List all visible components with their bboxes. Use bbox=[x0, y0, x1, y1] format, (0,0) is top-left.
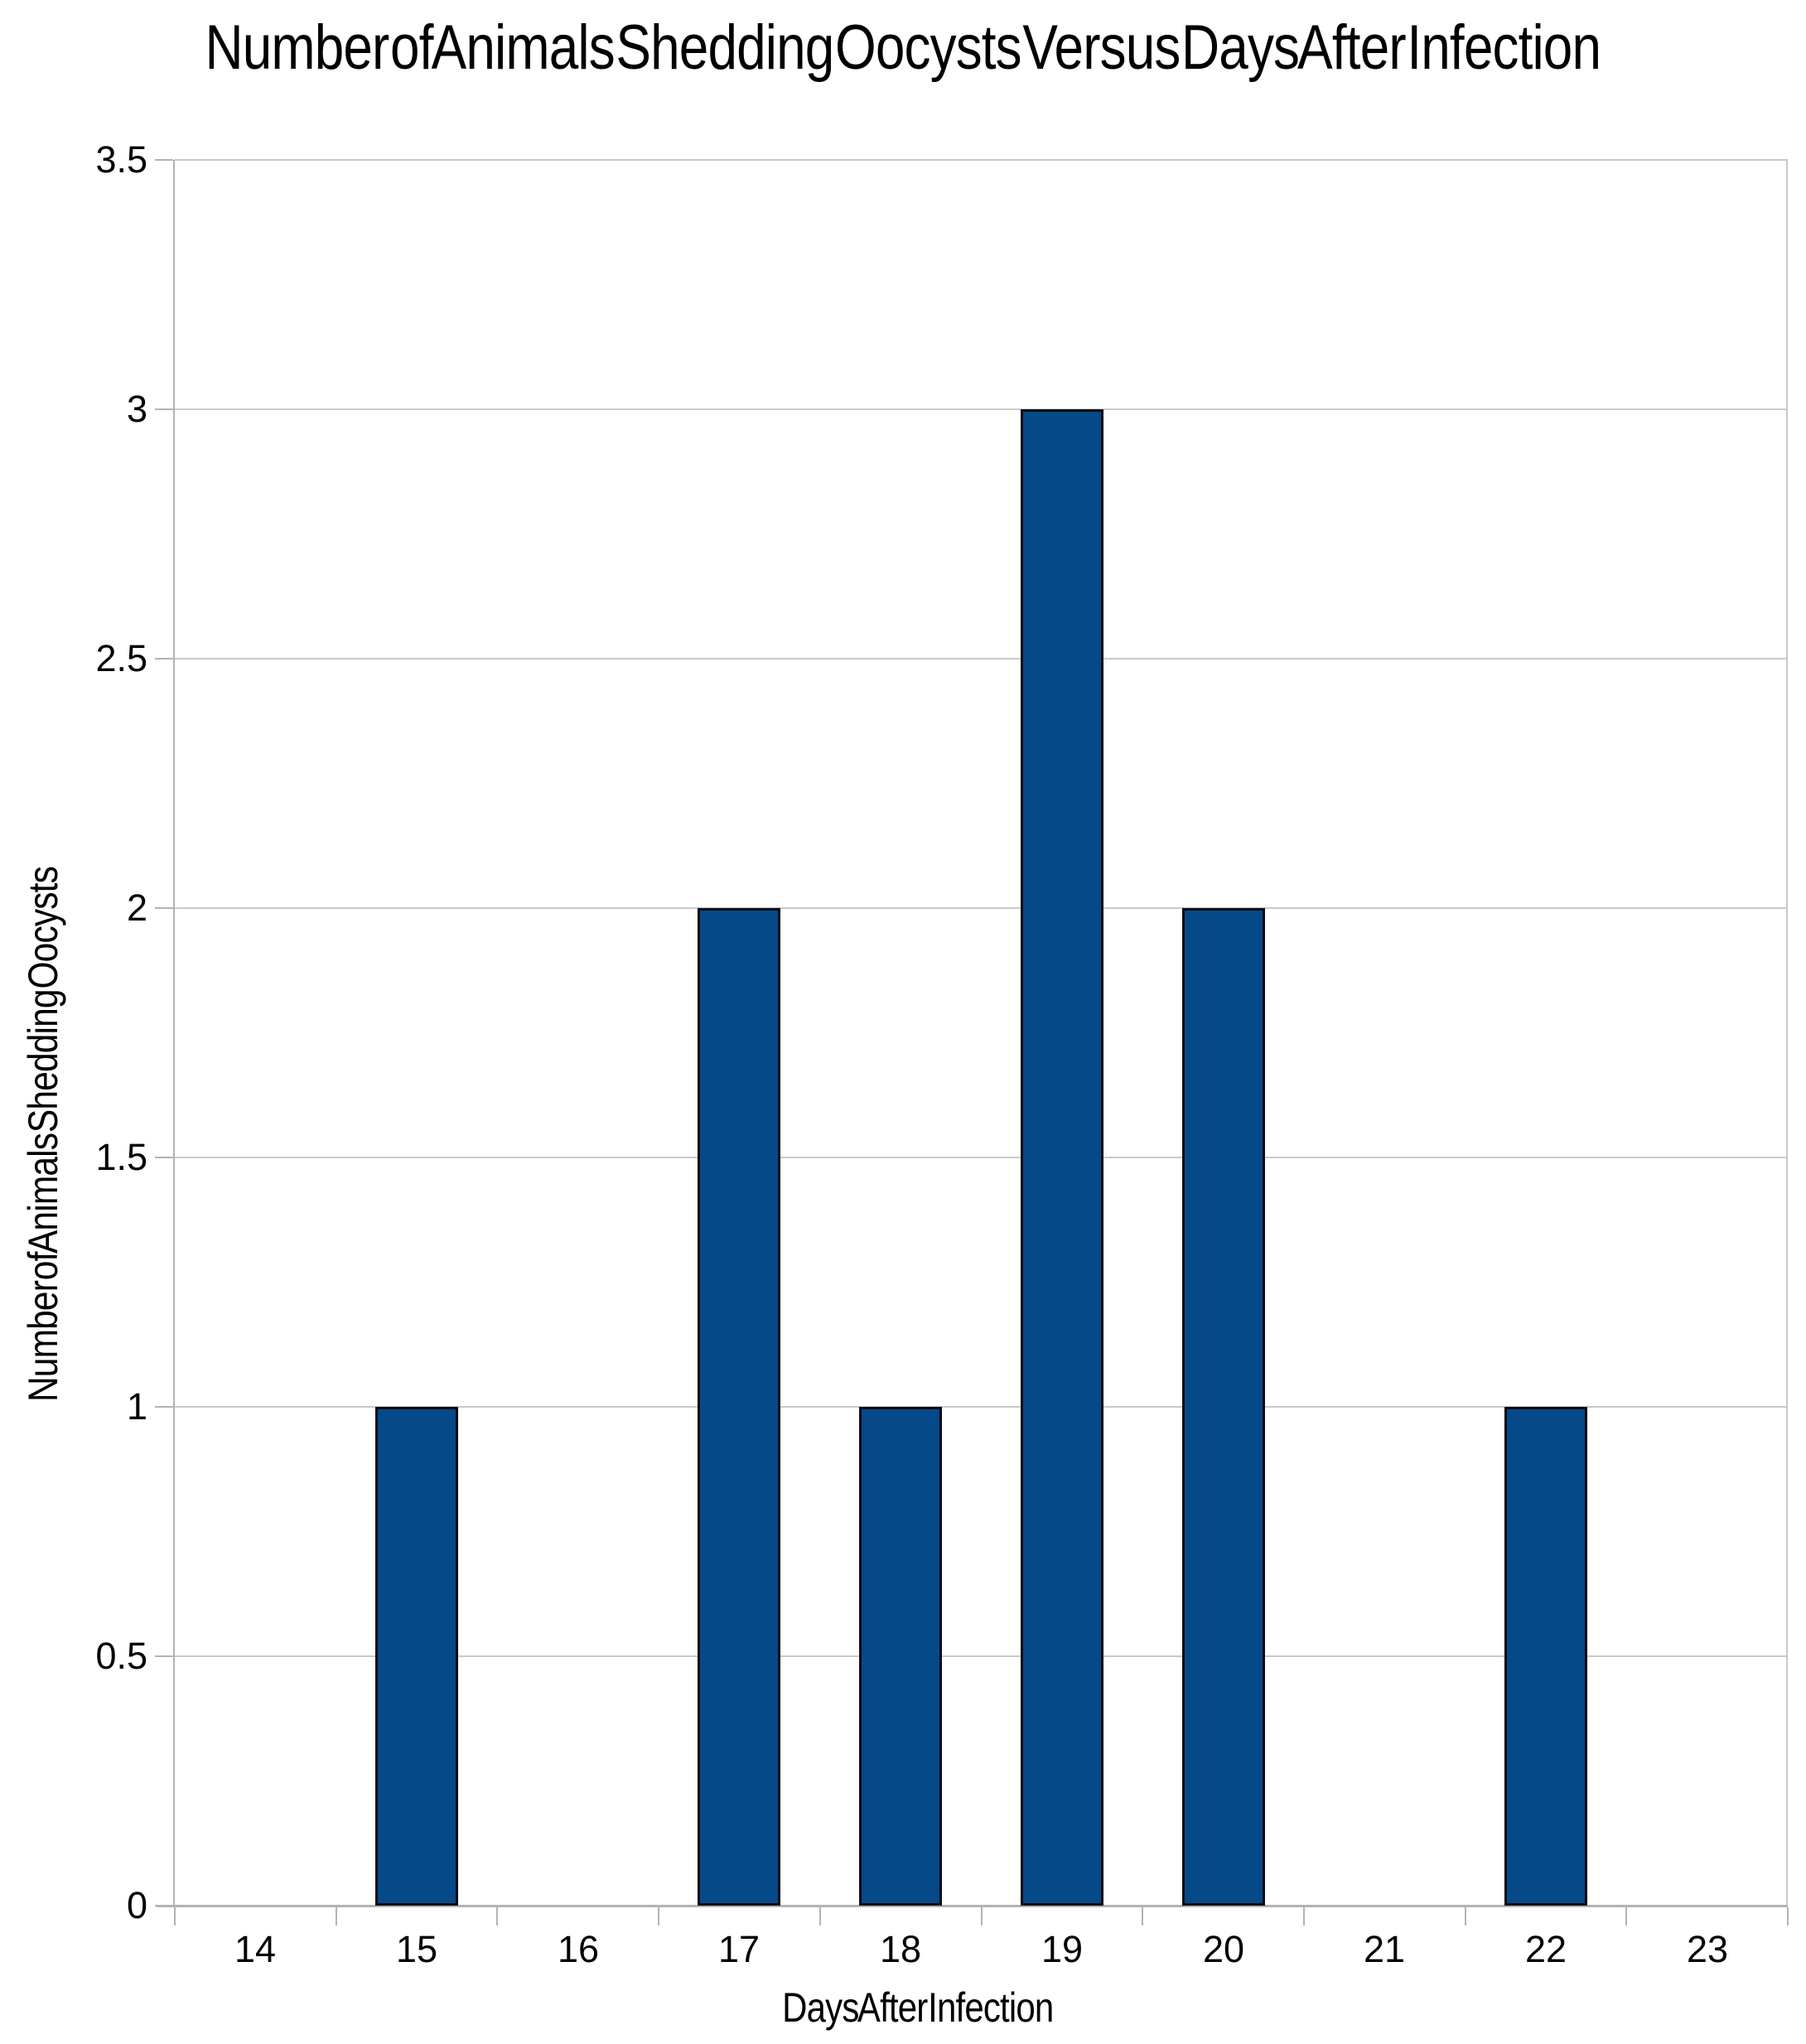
gridline-y-2.5 bbox=[175, 658, 1788, 660]
y-tick-label-0: 0 bbox=[126, 1884, 147, 1926]
y-axis-tick-1 bbox=[155, 1406, 173, 1408]
y-axis-tick-0 bbox=[155, 1905, 173, 1906]
x-axis-title: Days After Infection bbox=[421, 1987, 1415, 2028]
y-tick-label-3: 3 bbox=[126, 388, 147, 430]
x-tick-label-19: 19 bbox=[1041, 1928, 1084, 1970]
x-axis-tick-9 bbox=[1625, 1907, 1627, 1926]
x-axis-tick-1 bbox=[336, 1907, 337, 1926]
y-tick-label-2: 2 bbox=[126, 887, 147, 929]
x-tick-label-17: 17 bbox=[717, 1928, 761, 1970]
y-axis-tick-2 bbox=[155, 907, 173, 909]
x-axis-tick-3 bbox=[658, 1907, 659, 1926]
x-tick-label-14: 14 bbox=[234, 1928, 277, 1970]
x-tick-label-22: 22 bbox=[1524, 1928, 1567, 1970]
bar-22 bbox=[1504, 1407, 1587, 1906]
x-axis-tick-0 bbox=[174, 1907, 176, 1926]
y-axis-tick-0.5 bbox=[155, 1655, 173, 1657]
x-axis-tick-7 bbox=[1303, 1907, 1305, 1926]
gridline-y-0.5 bbox=[175, 1655, 1788, 1657]
x-axis-tick-6 bbox=[1142, 1907, 1143, 1926]
y-tick-label-0.5: 0.5 bbox=[95, 1635, 147, 1677]
y-axis-title-text: Number of Animals Shedding Oocysts bbox=[20, 866, 66, 1403]
gridline-y-3.5 bbox=[175, 159, 1788, 161]
gridline-y-2 bbox=[175, 907, 1788, 909]
gridline-y-3 bbox=[175, 408, 1788, 410]
y-axis-line bbox=[173, 160, 175, 1906]
x-tick-label-20: 20 bbox=[1202, 1928, 1245, 1970]
chart-title: Number of Animals Shedding Oocysts Versu… bbox=[0, 13, 1806, 83]
plot-right-border bbox=[1786, 160, 1788, 1906]
bar-15 bbox=[375, 1407, 458, 1906]
y-tick-label-1: 1 bbox=[126, 1385, 147, 1428]
x-axis-title-text: Days After Infection bbox=[782, 1984, 1054, 2031]
y-axis-tick-3.5 bbox=[155, 159, 173, 161]
y-axis-tick-3 bbox=[155, 408, 173, 410]
x-tick-label-21: 21 bbox=[1363, 1928, 1406, 1970]
x-axis-tick-10 bbox=[1787, 1907, 1789, 1926]
x-axis-tick-5 bbox=[981, 1907, 983, 1926]
bar-20 bbox=[1182, 908, 1265, 1906]
x-tick-label-23: 23 bbox=[1686, 1928, 1729, 1970]
x-axis-line bbox=[157, 1905, 1788, 1907]
x-axis-tick-8 bbox=[1465, 1907, 1466, 1926]
bar-19 bbox=[1021, 409, 1103, 1906]
x-axis-tick-2 bbox=[496, 1907, 498, 1926]
plot-area bbox=[155, 159, 1789, 1926]
y-tick-label-3.5: 3.5 bbox=[95, 138, 147, 181]
y-tick-label-2.5: 2.5 bbox=[95, 637, 147, 679]
bar-18 bbox=[859, 1407, 942, 1906]
y-axis-tick-1.5 bbox=[155, 1157, 173, 1158]
y-axis-tick-2.5 bbox=[155, 658, 173, 660]
chart-title-text: Number of Animals Shedding Oocysts Versu… bbox=[205, 12, 1602, 83]
gridline-y-1.5 bbox=[175, 1157, 1788, 1158]
y-tick-label-1.5: 1.5 bbox=[95, 1136, 147, 1178]
x-tick-label-15: 15 bbox=[395, 1928, 438, 1970]
x-axis-tick-4 bbox=[819, 1907, 821, 1926]
gridline-y-1 bbox=[175, 1406, 1788, 1408]
x-tick-label-18: 18 bbox=[879, 1928, 922, 1970]
x-tick-label-16: 16 bbox=[557, 1928, 600, 1970]
bar-17 bbox=[698, 908, 780, 1906]
